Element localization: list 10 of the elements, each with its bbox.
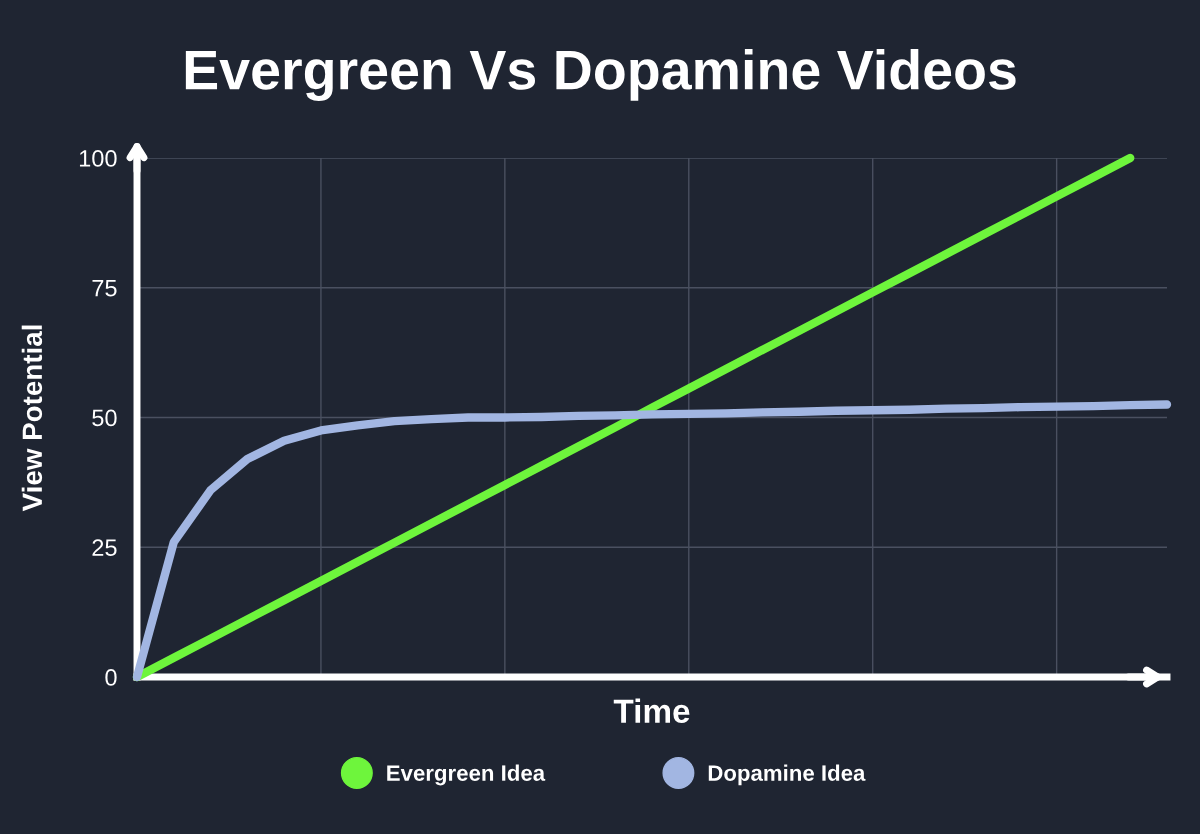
y-tick-label: 25 [92,539,117,557]
chart-title: Evergreen Vs Dopamine Videos [185,48,1016,102]
x-axis-title: Time [613,698,690,724]
legend-label: Evergreen Idea [387,764,546,786]
y-tick-label: 50 [92,409,117,427]
y-tick-label: 0 [105,669,117,686]
y-axis-title: View Potential [21,325,43,512]
y-tick-label: 100 [79,150,117,167]
y-tick-label: 75 [92,280,117,297]
legend-label: Dopamine Idea [708,764,866,786]
